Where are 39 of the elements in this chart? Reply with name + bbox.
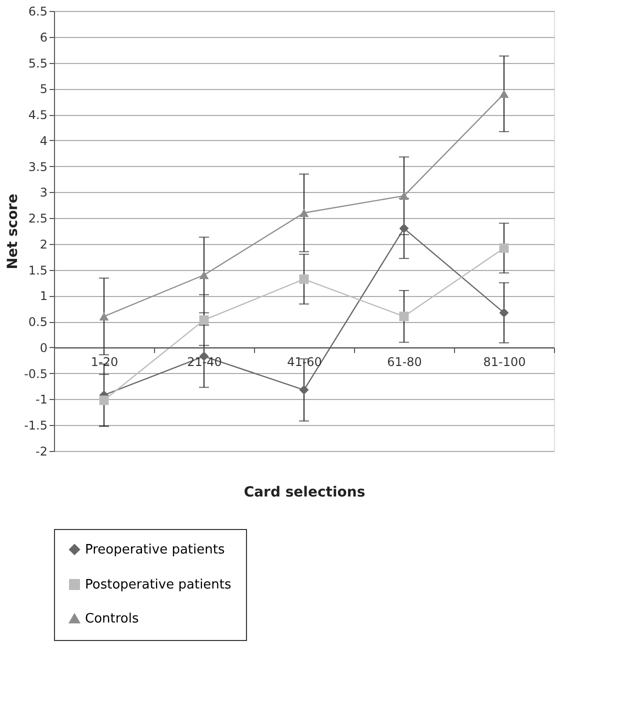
y-tick-label: 5: [40, 82, 48, 96]
y-tick-label: -2: [36, 444, 48, 458]
y-tick-label: 0.5: [28, 315, 48, 330]
y-tick-label: -1: [36, 392, 48, 407]
y-tick-label: 5.5: [28, 56, 48, 70]
y-tick-label: 3: [40, 186, 48, 200]
y-tick-label: -1.5: [24, 418, 48, 433]
x-tick-label: 1-20: [90, 354, 118, 369]
point: [99, 312, 109, 321]
legend-label: Controls: [85, 612, 139, 626]
legend-label: Postoperative patients: [85, 578, 232, 592]
y-tick-label: 6: [40, 30, 48, 44]
y-tick-label: 6.5: [28, 4, 48, 18]
y-tick-label: 0: [40, 340, 48, 355]
x-tick-label: 61-80: [387, 354, 422, 369]
point: [499, 308, 509, 318]
y-tick-label: 3.5: [28, 160, 48, 174]
point: [499, 90, 509, 98]
point: [299, 385, 309, 395]
y-tick-label: 4: [40, 134, 48, 148]
y-tick-label: 1: [40, 289, 48, 304]
point: [399, 192, 409, 200]
point: [299, 208, 309, 217]
y-tick-label: 4.5: [28, 108, 48, 122]
point: [399, 224, 409, 234]
point: [199, 315, 209, 325]
point: [99, 396, 109, 406]
x-axis-title: Card selections: [244, 484, 366, 500]
x-tick-label: 81-100: [483, 354, 526, 369]
y-tick-label: -0.5: [24, 366, 48, 381]
y-tick-label: 2: [40, 237, 48, 252]
point: [499, 243, 509, 253]
point: [199, 270, 209, 280]
y-tick-label: 2.5: [28, 212, 48, 226]
y-axis-title: Net score: [5, 194, 22, 270]
point: [399, 312, 409, 322]
y-tick-label: 1.5: [28, 263, 48, 278]
legend-label: Preoperative patients: [85, 542, 225, 558]
point: [299, 274, 309, 284]
